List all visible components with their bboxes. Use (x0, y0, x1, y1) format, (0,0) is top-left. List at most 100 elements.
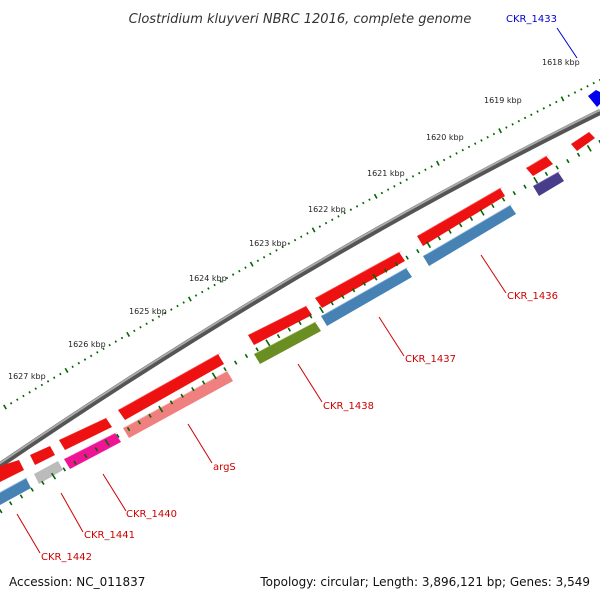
tick-ring-tick (592, 81, 595, 85)
tick-ring-tick (287, 242, 291, 245)
label-ckr-1433[interactable]: CKR_1433 (506, 14, 557, 25)
inner-ticks-tick (330, 301, 334, 306)
tick-label-1627: 1627 kbp (8, 372, 46, 381)
inner-ticks-tick (491, 203, 495, 209)
inner-ticks-tick (62, 467, 67, 472)
inner-ticks (0, 139, 600, 514)
inner-ticks-tick (41, 480, 45, 486)
gene-args[interactable] (123, 370, 233, 438)
inner-ticks-tick (30, 487, 34, 492)
tick-label-1623: 1623 kbp (249, 239, 287, 248)
leader-ckr-1441 (60, 492, 84, 533)
tick-ring-tick (34, 387, 37, 390)
label-ckr-1436[interactable]: CKR_1436 (507, 291, 558, 302)
inner-ticks-tick (116, 433, 120, 438)
tick-ring-tick (139, 326, 142, 329)
inner-ticks-tick (469, 216, 474, 221)
gene-red-c[interactable] (417, 187, 505, 246)
inner-ticks-tick (501, 197, 506, 202)
tick-ring-tick (145, 322, 148, 326)
inner-ticks-tick (448, 229, 452, 234)
inner-ticks-tick (372, 273, 378, 281)
inner-ticks-tick (362, 281, 367, 286)
inner-ticks-tick (8, 501, 13, 506)
label-ckr-1437[interactable]: CKR_1437 (405, 354, 456, 365)
inner-ticks-tick (265, 339, 271, 347)
tick-ring-tick (102, 347, 105, 351)
inner-ticks-tick (586, 144, 592, 152)
tick-ring-tick (362, 201, 365, 205)
label-ckr-1440[interactable]: CKR_1440 (126, 509, 177, 520)
tick-ring-tick (256, 259, 260, 263)
tick-ring-tick (486, 135, 489, 139)
tick-ring-tick (225, 276, 229, 280)
gene-red-d[interactable] (315, 251, 405, 308)
tick-ring-tick (9, 402, 13, 405)
tick-ring-tick (368, 198, 371, 201)
tick-ring-tick (293, 238, 297, 242)
tick-ring-tick (53, 376, 56, 379)
tick-ring-tick (536, 110, 539, 113)
tick-ring-tick (120, 336, 124, 340)
gene-red-h[interactable] (30, 446, 55, 465)
inner-ticks-tick (394, 262, 399, 267)
tick-label-1621: 1621 kbp (367, 169, 405, 178)
tick-ring-tick (64, 367, 69, 373)
tick-label-1625: 1625 kbp (129, 307, 167, 316)
tick-ring-tick (170, 308, 173, 311)
gene-red-g[interactable] (59, 417, 112, 450)
tick-ring-tick (555, 100, 558, 104)
inner-ticks-tick (148, 413, 152, 418)
label-ckr-1441[interactable]: CKR_1441 (84, 530, 135, 541)
inner-ticks-tick (405, 255, 409, 260)
tick-ring-tick (442, 158, 446, 162)
gene-ckr-1437[interactable] (321, 267, 412, 326)
gene-red-f[interactable] (118, 353, 224, 420)
gene-red-a[interactable] (571, 131, 595, 151)
tick-ring-tick (430, 165, 433, 168)
gene-red-e[interactable] (248, 305, 312, 345)
label-ckr-1442[interactable]: CKR_1442 (41, 552, 92, 563)
tick-ring-tick (480, 139, 483, 142)
tick-ring-tick (573, 91, 577, 94)
tick-ring-tick (77, 361, 81, 365)
tick-ring-tick (262, 256, 266, 259)
gene-ckr-1438[interactable] (254, 321, 321, 364)
inner-ticks-tick (458, 223, 463, 228)
tick-ring-tick (548, 103, 552, 107)
label-args[interactable]: argS (213, 462, 236, 473)
inner-ticks-tick (126, 427, 131, 432)
gene-ckr-1436[interactable] (423, 204, 516, 266)
label-ckr-1438[interactable]: CKR_1438 (323, 401, 374, 412)
tick-ring-tick (586, 85, 589, 88)
inner-ticks-tick (298, 320, 302, 326)
tick-label-1624: 1624 kbp (189, 274, 227, 283)
gene-navy[interactable] (533, 171, 564, 196)
inner-ticks-tick (287, 327, 292, 332)
gene-ckr-1433[interactable] (588, 90, 600, 107)
tick-ring-tick (207, 287, 210, 290)
gene-ckr-1441[interactable] (34, 461, 63, 484)
inner-ticks-tick (308, 314, 313, 319)
inner-ticks-tick (544, 171, 549, 177)
tick-ring-tick (517, 119, 521, 123)
gene-red-i[interactable] (0, 460, 24, 482)
tick-label-1619: 1619 kbp (484, 96, 522, 105)
tick-ring-tick (424, 168, 427, 172)
tick-ring-tick (380, 191, 384, 195)
gene-red-b[interactable] (526, 155, 553, 176)
leader-ckr-1442 (16, 513, 41, 554)
leader-lines (16, 27, 578, 554)
tick-ring-tick (194, 294, 198, 297)
leader-args (187, 423, 213, 464)
tick-ring-tick (324, 221, 328, 225)
tick-ring-tick (187, 296, 192, 302)
tick-ring-tick (151, 318, 155, 322)
tick-ring-tick (331, 218, 334, 222)
tick-ring-tick (16, 398, 19, 401)
inner-ticks-tick (318, 306, 324, 314)
tick-ring-tick (580, 88, 583, 91)
genome-summary-text: Topology: circular; Length: 3,896,121 bp… (259, 575, 590, 589)
gene-ckr-1442[interactable] (0, 477, 31, 505)
